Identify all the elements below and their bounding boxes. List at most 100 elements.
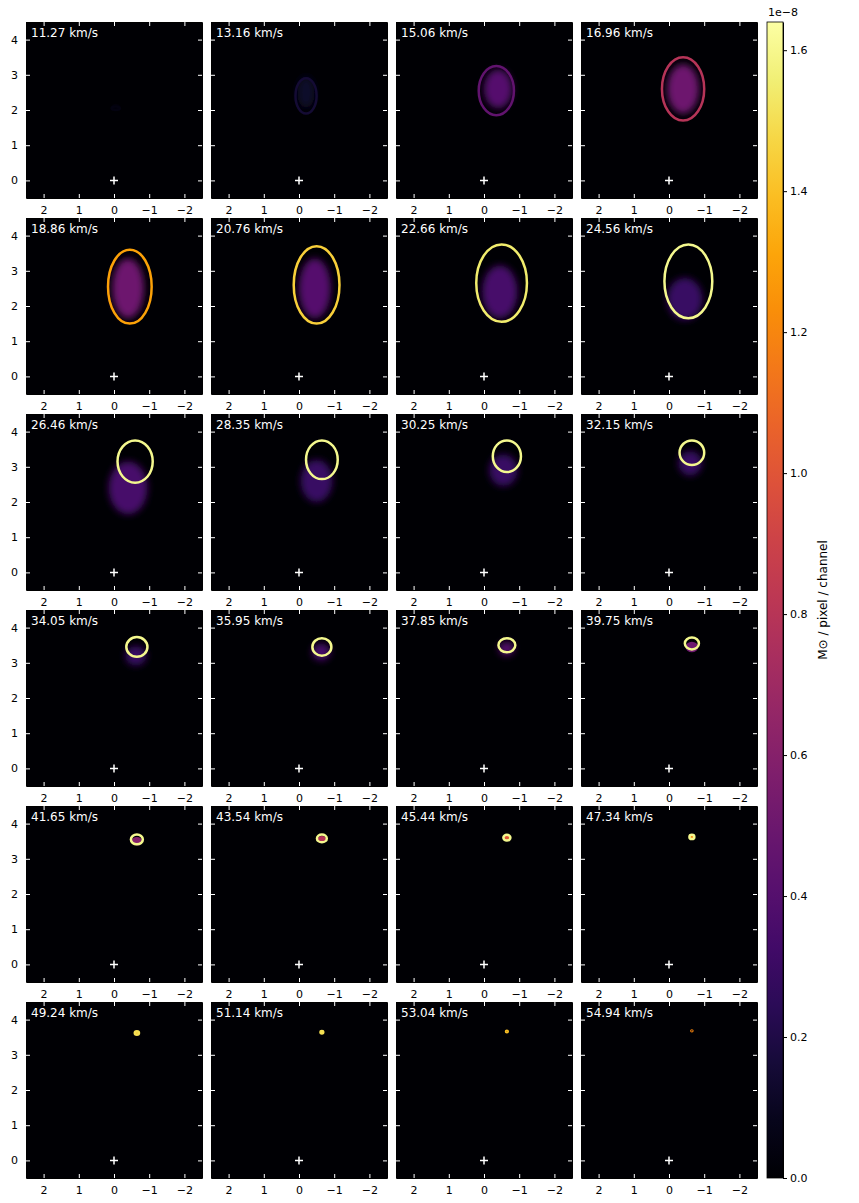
tick-label: −1 [142, 400, 158, 413]
panel-label: 26.46 km/s [31, 418, 98, 432]
tick-mark [149, 1174, 150, 1178]
tick-label: 2 [596, 988, 603, 1001]
tick-mark [581, 180, 585, 181]
tick [383, 628, 387, 629]
axis-line [212, 982, 388, 983]
tick-mark [739, 1174, 740, 1178]
panel-label: 47.34 km/s [586, 810, 653, 824]
tick [581, 236, 585, 237]
y-axis [581, 1003, 585, 1179]
tick-mark [26, 572, 30, 573]
tick-label: −2 [362, 204, 378, 217]
tick-mark [783, 473, 787, 474]
emission-ring [294, 246, 340, 323]
axis-line [397, 198, 573, 199]
tick-mark [26, 236, 30, 237]
panel-background [396, 414, 572, 590]
y-right-axis [383, 1003, 388, 1179]
tick-mark [581, 824, 585, 825]
y-axis [581, 415, 585, 591]
tick-mark [396, 75, 400, 76]
tick: 2 [41, 586, 48, 609]
tick: −2 [547, 782, 563, 805]
tick [519, 610, 520, 614]
tick-mark [149, 978, 150, 982]
tick-mark [519, 586, 520, 590]
tick [211, 572, 215, 573]
tick-label: 0 [296, 204, 303, 217]
tick-label: 0 [296, 596, 303, 609]
axis-line [212, 1178, 388, 1179]
tick-mark [554, 1002, 555, 1006]
tick: 0 [296, 782, 303, 805]
tick-mark [26, 180, 30, 181]
tick-mark [554, 806, 555, 810]
emission [480, 835, 510, 969]
panel: 210−1−232.15 km/s [581, 414, 758, 609]
emission [110, 835, 143, 969]
tick-mark [753, 502, 757, 503]
tick [383, 1090, 387, 1091]
tick-mark [396, 1090, 400, 1091]
tick-mark [264, 782, 265, 786]
tick-mark [264, 194, 265, 198]
tick [568, 768, 572, 769]
tick-label: 1 [11, 1119, 18, 1132]
tick-mark [211, 75, 215, 76]
panel-background [26, 22, 202, 198]
tick-label: −2 [547, 204, 563, 217]
tick [184, 22, 185, 26]
tick: −1 [327, 194, 343, 217]
tick [211, 145, 215, 146]
axis-line [27, 786, 203, 787]
tick: 1 [446, 586, 453, 609]
tick: 3 [11, 1049, 30, 1062]
tick: 1 [261, 194, 268, 217]
tick-mark [704, 806, 705, 810]
tick [211, 1090, 215, 1091]
star-marker [665, 568, 673, 576]
tick-label: 0 [296, 988, 303, 1001]
axis-line [202, 611, 203, 787]
tick-mark [581, 306, 585, 307]
tick [753, 1055, 757, 1056]
tick-label: 0 [111, 400, 118, 413]
tick-mark [198, 75, 202, 76]
tick [383, 537, 387, 538]
tick-mark [211, 698, 215, 699]
tick-mark [704, 978, 705, 982]
tick-mark [568, 628, 572, 629]
tick [396, 502, 400, 503]
axis-line [783, 23, 784, 1179]
tick [299, 610, 300, 614]
x-axis: 210−1−2 [582, 1174, 758, 1197]
tick: 2 [596, 782, 603, 805]
tick-mark [114, 978, 115, 982]
tick-mark [568, 1020, 572, 1021]
tick-mark [198, 180, 202, 181]
tick: 0 [481, 390, 488, 413]
tick: 3 [11, 657, 30, 670]
tick-mark [334, 978, 335, 982]
tick: 4 [11, 622, 30, 635]
tick-mark [753, 768, 757, 769]
tick-mark [334, 390, 335, 394]
star-marker [665, 1156, 673, 1164]
y-right-axis [198, 415, 203, 591]
panel-label: 13.16 km/s [216, 26, 283, 40]
tick [753, 75, 757, 76]
tick [211, 432, 215, 433]
panel-label: 54.94 km/s [586, 1006, 653, 1020]
emission-ring [312, 638, 331, 656]
panel-label: 49.24 km/s [31, 1006, 98, 1020]
emission-ring [680, 440, 705, 465]
tick [198, 929, 202, 930]
panel-background [396, 1002, 572, 1178]
tick-mark [519, 218, 520, 222]
tick-mark [396, 306, 400, 307]
tick-mark [581, 376, 585, 377]
tick-label: 3 [11, 461, 18, 474]
emission [480, 1031, 508, 1165]
tick-mark [449, 586, 450, 590]
tick-mark [229, 978, 230, 982]
